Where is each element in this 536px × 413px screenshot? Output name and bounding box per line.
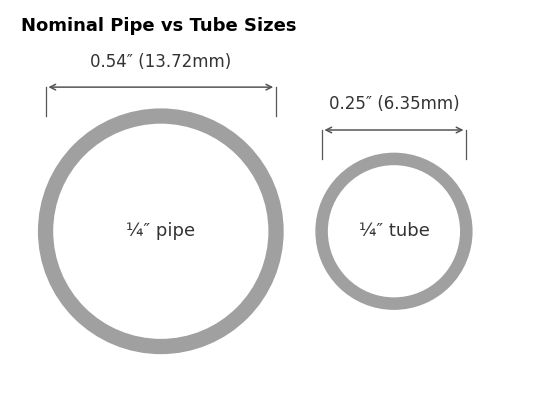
Text: ¼″ tube: ¼″ tube [359,222,429,240]
Text: ¼″ pipe: ¼″ pipe [126,222,195,240]
Text: 0.54″ (13.72mm): 0.54″ (13.72mm) [90,52,232,71]
Text: Nominal Pipe vs Tube Sizes: Nominal Pipe vs Tube Sizes [21,17,297,35]
Text: 0.25″ (6.35mm): 0.25″ (6.35mm) [329,95,459,114]
